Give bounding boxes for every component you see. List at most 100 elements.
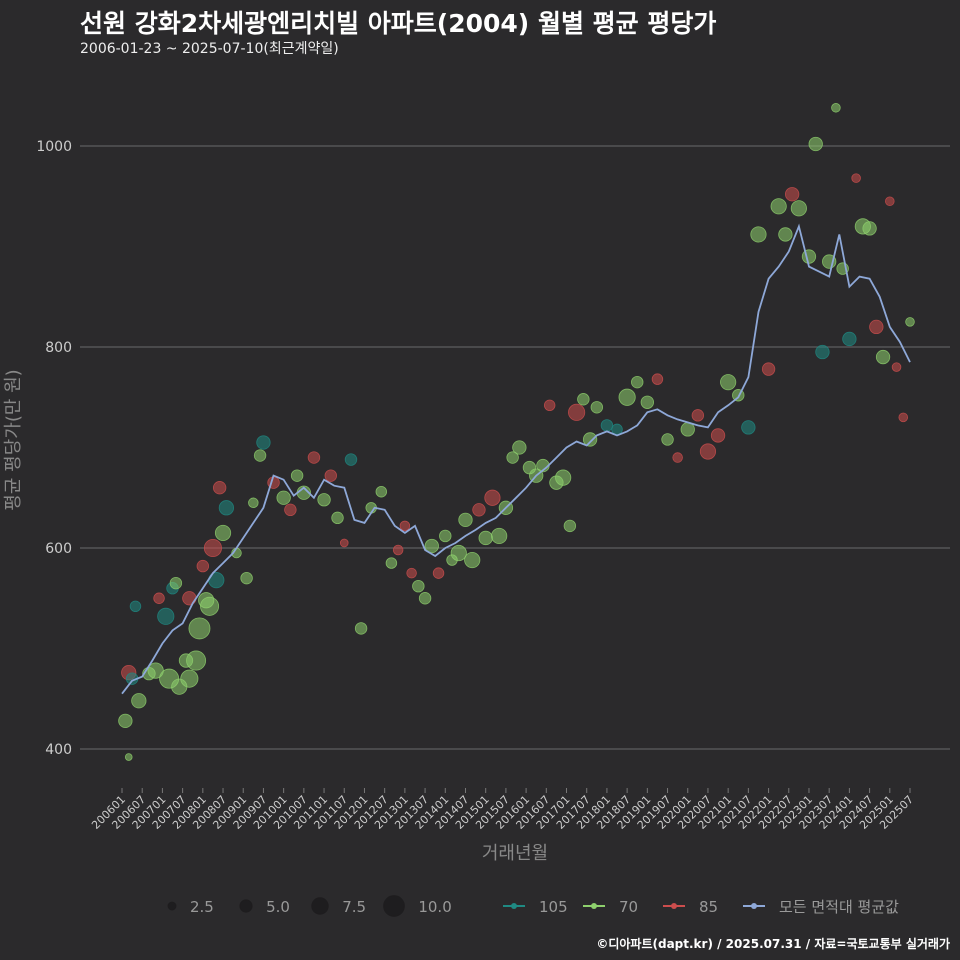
point-70: [317, 493, 331, 507]
y-axis-label: 평균 평당가(만 원): [3, 369, 24, 510]
size-legend-marker: [311, 897, 329, 915]
point-105: [741, 420, 756, 435]
point-70: [770, 198, 787, 215]
point-70: [186, 650, 207, 671]
point-70: [512, 440, 527, 455]
point-70: [491, 527, 508, 545]
point-70: [131, 693, 147, 709]
point-85: [472, 503, 486, 517]
x-axis-ticks: 2006012006072007012007072008012008072009…: [89, 788, 916, 832]
point-85: [699, 443, 717, 460]
point-85: [891, 362, 902, 372]
point-70: [478, 530, 493, 546]
point-85: [339, 538, 349, 548]
point-70: [661, 433, 674, 446]
point-85: [898, 412, 909, 423]
size-legend-marker: [239, 899, 253, 913]
y-tick-label: 1000: [36, 139, 72, 155]
legend-marker: [751, 903, 757, 909]
point-85: [432, 567, 445, 579]
legend-label-모든 면적대 평균값: 모든 면적대 평균값: [779, 898, 899, 916]
point-70: [331, 511, 344, 525]
point-70: [778, 227, 793, 242]
size-legend-label: 2.5: [190, 898, 214, 916]
point-70: [424, 538, 439, 554]
point-70: [412, 579, 425, 593]
legend-marker: [671, 903, 677, 909]
point-105: [815, 344, 830, 360]
point-105: [129, 600, 142, 613]
point-70: [555, 469, 572, 486]
legend-marker: [591, 903, 597, 909]
size-legend-marker: [383, 895, 405, 917]
point-85: [182, 591, 197, 606]
x-axis-label: 거래년월: [482, 843, 548, 864]
point-70: [831, 103, 841, 113]
legend-label-105: 105: [539, 898, 568, 916]
point-85: [484, 489, 501, 506]
point-70: [590, 401, 604, 414]
point-70: [720, 374, 737, 391]
source-caption: ©디아파트(dapt.kr) / 2025.07.31 / 자료=국토교통부 실…: [596, 937, 950, 951]
point-70: [875, 349, 891, 365]
point-70: [240, 571, 253, 585]
point-105: [842, 331, 857, 347]
point-70: [124, 753, 133, 761]
point-70: [375, 485, 388, 498]
average-line-layer: [121, 223, 911, 695]
y-tick-label: 600: [45, 541, 72, 557]
point-70: [200, 596, 220, 616]
point-85: [543, 399, 556, 412]
point-70: [180, 669, 199, 688]
point-70: [631, 375, 644, 389]
point-70: [418, 592, 432, 605]
point-70: [790, 200, 807, 217]
point-70: [506, 451, 519, 464]
point-85: [851, 173, 861, 183]
point-70: [214, 524, 232, 542]
legend-label-70: 70: [619, 898, 638, 916]
point-85: [399, 520, 411, 532]
point-70: [439, 529, 452, 543]
point-70: [118, 713, 133, 729]
point-70: [385, 557, 398, 569]
y-tick-label: 400: [45, 742, 72, 758]
point-70: [905, 317, 915, 327]
point-105: [256, 435, 271, 450]
point-70: [750, 226, 767, 243]
chart-title: 선원 강화2차세광엔리치빌 아파트(2004) 월별 평균 평당가: [80, 9, 717, 38]
point-105: [344, 453, 358, 466]
point-70: [290, 469, 304, 482]
point-105: [157, 607, 175, 625]
point-70: [618, 388, 636, 406]
point-105: [218, 500, 235, 516]
point-85: [691, 409, 705, 422]
point-85: [710, 428, 726, 443]
point-85: [196, 559, 210, 573]
point-105: [600, 419, 614, 432]
point-70: [169, 576, 183, 590]
point-70: [276, 490, 291, 505]
point-85: [324, 469, 337, 482]
point-70: [563, 519, 577, 533]
point-70: [188, 617, 211, 640]
point-85: [203, 538, 222, 558]
point-70: [801, 249, 817, 264]
point-85: [885, 196, 895, 207]
point-85: [284, 503, 297, 517]
point-70: [248, 497, 259, 509]
size-legend-label: 7.5: [342, 898, 366, 916]
gridlines: [80, 145, 950, 750]
point-85: [869, 319, 884, 335]
point-70: [458, 512, 473, 528]
point-85: [672, 452, 683, 463]
point-70: [577, 393, 590, 406]
point-85: [784, 187, 800, 202]
point-85: [406, 567, 417, 579]
legend: 2.5 5.0 7.5 10.0 105 70 85 모든 면적대 평균값: [167, 895, 899, 917]
point-85: [568, 403, 586, 421]
point-85: [651, 373, 664, 385]
point-70: [354, 622, 368, 635]
data-points: [118, 103, 915, 761]
